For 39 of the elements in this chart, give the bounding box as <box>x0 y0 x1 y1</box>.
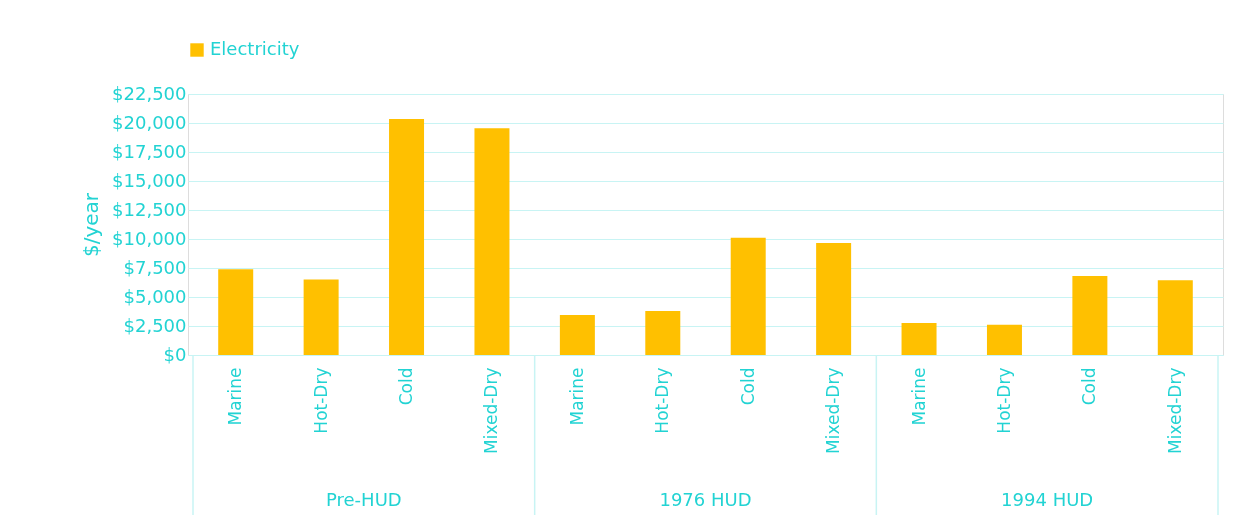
y-tick-label: $20,000 <box>112 111 187 133</box>
y-tick-label: $7,500 <box>123 256 187 278</box>
x-tick-label: Mixed-Dry <box>481 367 502 454</box>
text: 1994 HUD <box>1001 489 1094 510</box>
y-tick-label: $22,500 <box>112 82 187 104</box>
x-tick-label: Hot-Dry <box>310 367 331 434</box>
x-tick-label: Cold <box>396 367 417 406</box>
y-axis-title: $/year <box>79 192 104 258</box>
x-tick-label: Marine <box>566 367 587 426</box>
x-tick-label: Mixed-Dry <box>1164 367 1185 454</box>
bar <box>389 118 425 355</box>
bar <box>645 310 681 355</box>
bar <box>816 243 852 355</box>
text: 1976 HUD <box>659 489 752 510</box>
x-tick-label: Mixed-Dry <box>823 367 844 454</box>
bar <box>901 323 937 355</box>
x-tick-label: Hot-Dry <box>993 367 1014 434</box>
bar <box>303 279 339 355</box>
x-tick-label: Marine <box>225 367 246 426</box>
bar <box>730 237 766 355</box>
y-tick-label: $2,500 <box>123 314 187 336</box>
y-tick-label: $0 <box>163 343 187 365</box>
x-tick-label: Cold <box>737 367 758 406</box>
bar <box>1157 280 1193 355</box>
legend-label: Electricity <box>210 38 300 59</box>
x-tick-label: Cold <box>1079 367 1100 406</box>
bar <box>474 128 510 355</box>
y-tick-label: $17,500 <box>112 140 187 162</box>
bar <box>559 314 595 355</box>
y-tick-label: $10,000 <box>112 227 187 249</box>
bar <box>218 269 254 355</box>
bar <box>1072 276 1108 355</box>
y-tick-label: $12,500 <box>112 198 187 220</box>
y-tick-label: $5,000 <box>123 285 187 307</box>
bar <box>986 324 1022 355</box>
text: Pre-HUD <box>325 489 402 510</box>
x-tick-label: Marine <box>908 367 929 426</box>
x-tick-label: Hot-Dry <box>652 367 673 434</box>
y-tick-label: $15,000 <box>112 169 187 191</box>
